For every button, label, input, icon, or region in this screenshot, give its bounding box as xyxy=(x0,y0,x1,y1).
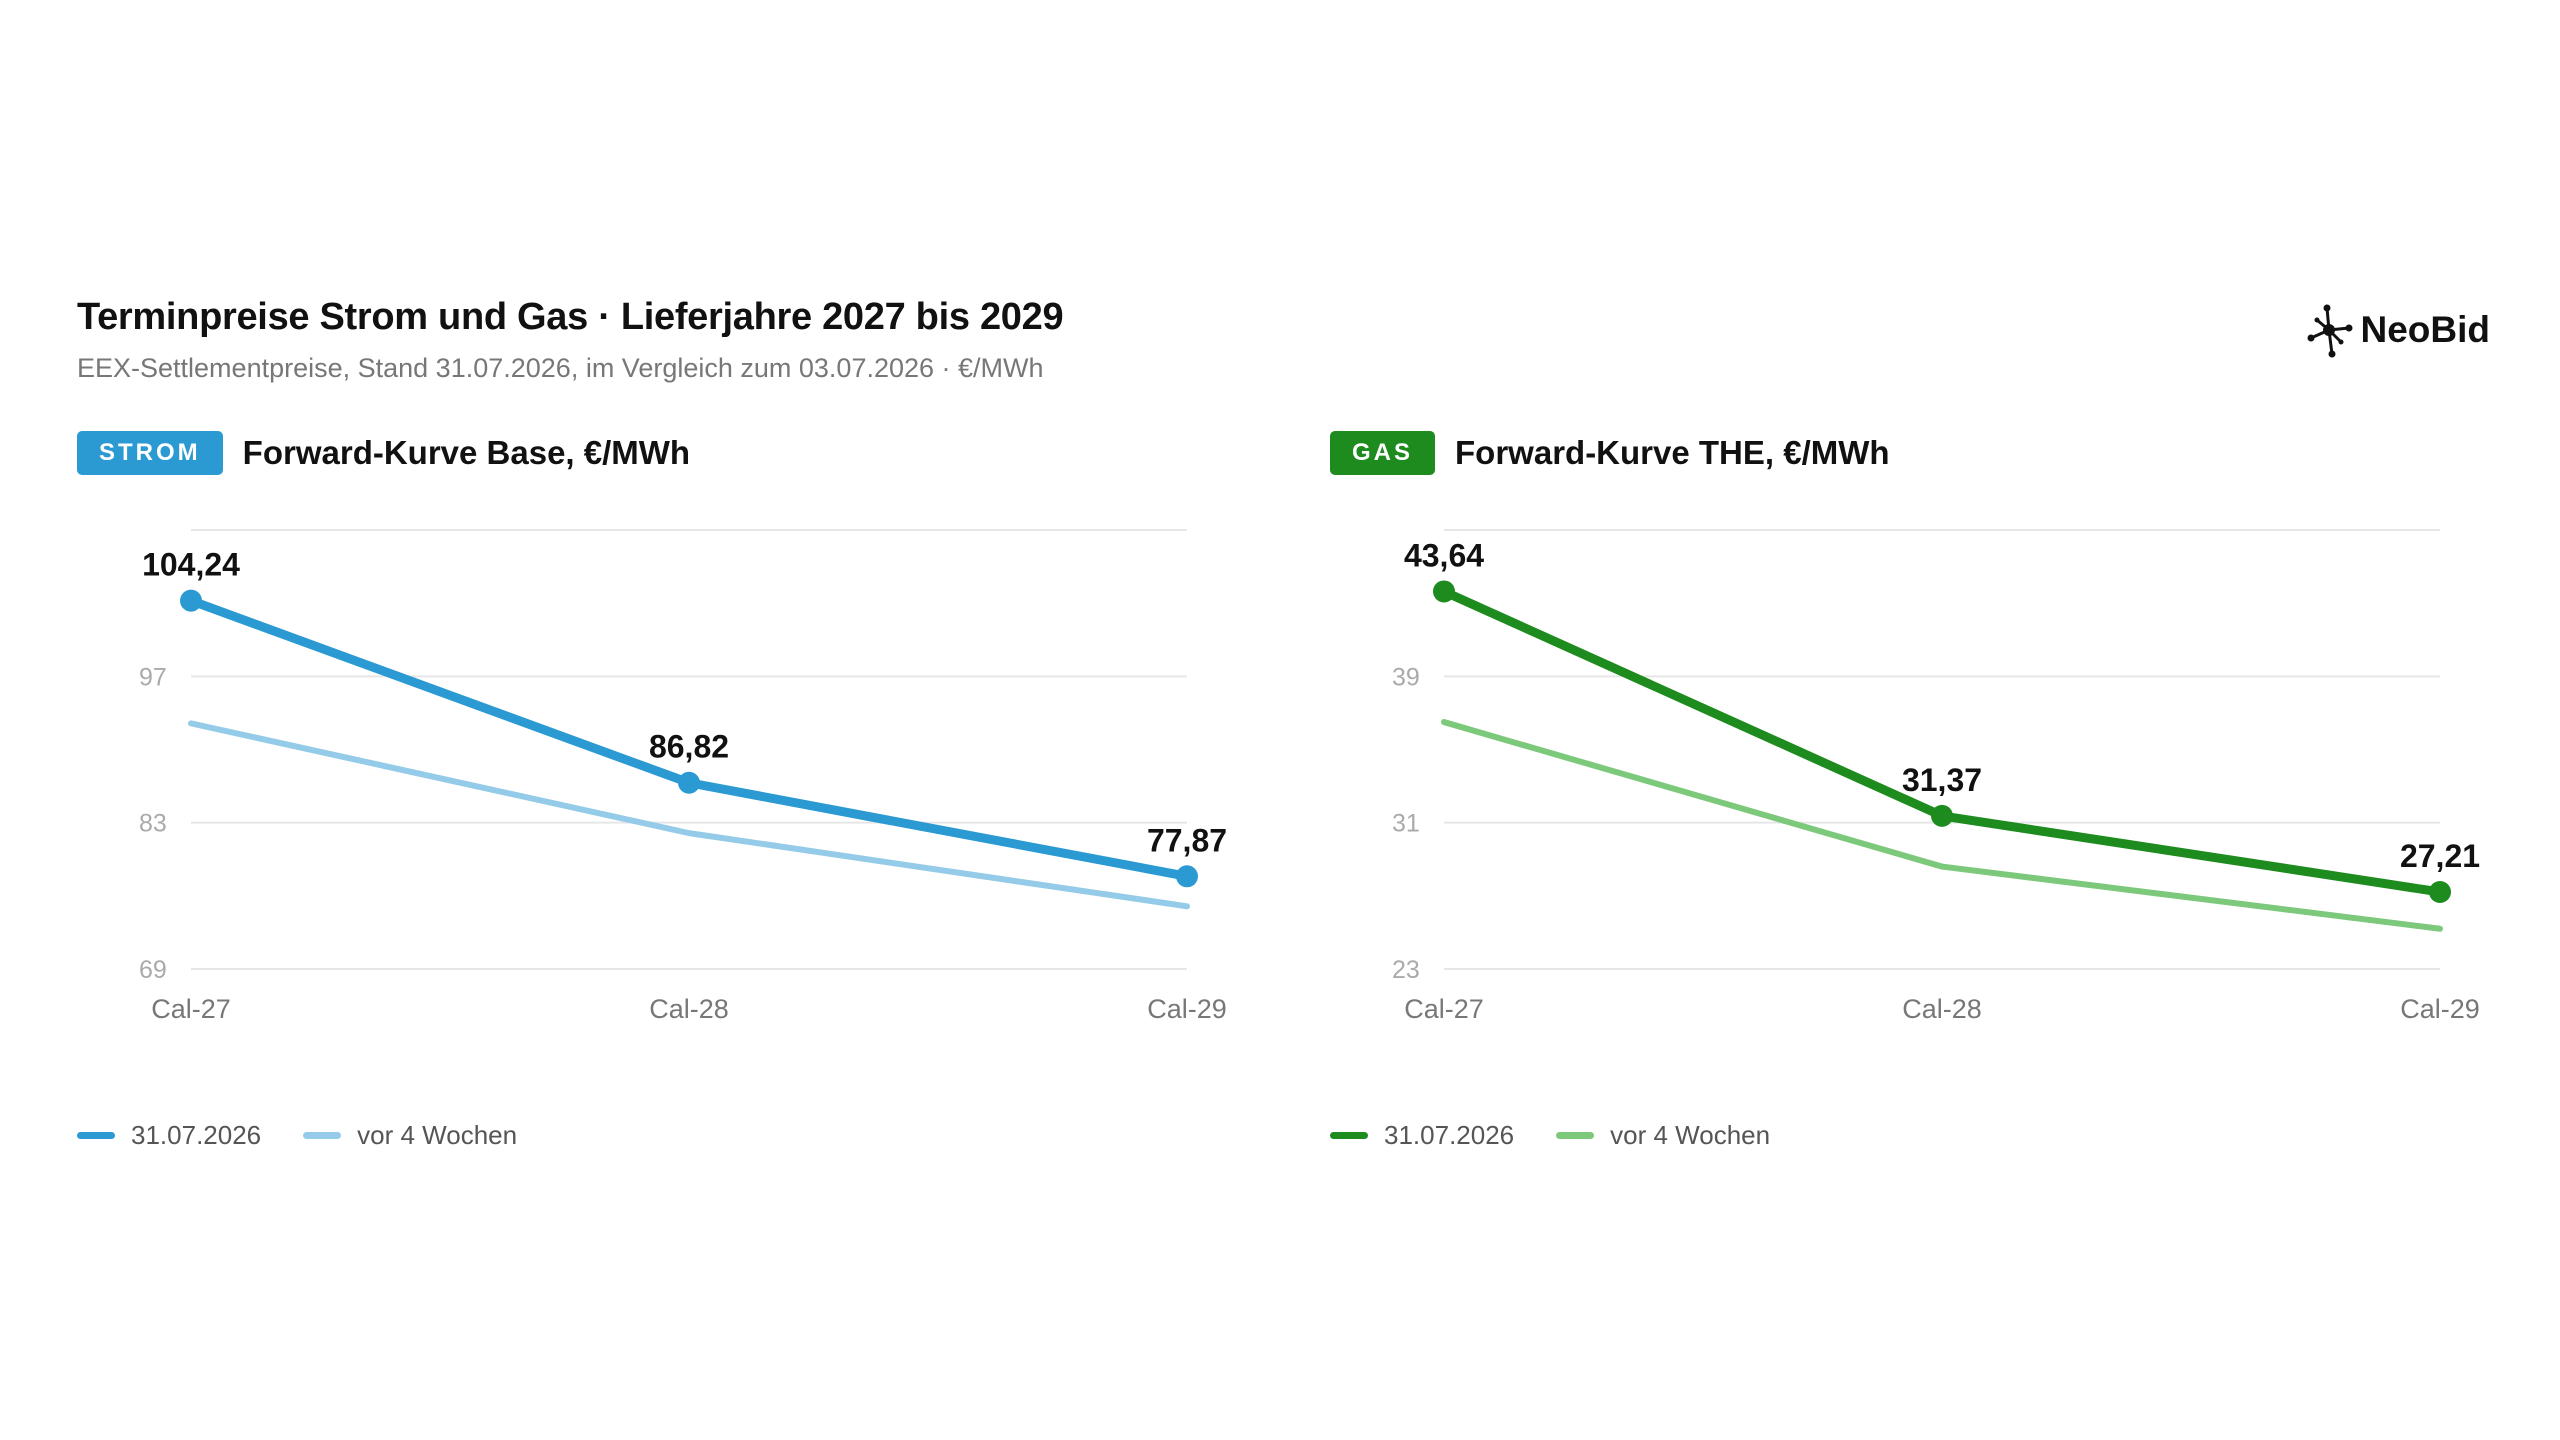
data-point xyxy=(1176,865,1198,888)
legend-label: vor 4 Wochen xyxy=(1610,1120,1771,1150)
x-tick-label: Cal-27 xyxy=(1404,994,1484,1024)
y-tick-label: 39 xyxy=(1392,663,1420,691)
gas-chart-title: Forward-Kurve THE, €/MWh xyxy=(1455,434,1890,471)
strom-tag: STROM xyxy=(77,431,223,475)
data-point xyxy=(2429,880,2451,903)
legend-item: 31.07.2026 xyxy=(1330,1120,1514,1151)
data-label: 27,21 xyxy=(2400,838,2480,874)
gas-panel: GAS Forward-Kurve THE, €/MWh 23 31 39 Cal-2… xyxy=(1330,430,2510,1190)
legend-item: 31.07.2026 xyxy=(77,1120,261,1151)
series-line-current xyxy=(1439,586,2445,897)
legend-label: 31.07.2026 xyxy=(131,1120,262,1150)
logo-text: NeoBid xyxy=(2360,309,2491,350)
strom-legend: 31.07.2026 vor 4 Wochen xyxy=(77,1120,559,1151)
strom-chart: 69 83 97 Cal-27 Cal-28 Cal-29 104,24 86,82 77,87 xyxy=(139,529,1227,1024)
legend-swatch xyxy=(1556,1132,1595,1139)
gas-chart: 23 31 39 Cal-27 Cal-28 Cal-29 43,64 31,37 27,21 xyxy=(1392,529,2480,1024)
network-icon xyxy=(2307,304,2352,358)
gas-legend: 31.07.2026 vor 4 Wochen xyxy=(1330,1120,1812,1151)
legend-swatch xyxy=(303,1132,342,1139)
series-line-previous xyxy=(188,720,1190,910)
logo: NeoBid xyxy=(2305,302,2491,358)
legend-item: vor 4 Wochen xyxy=(1556,1120,1770,1151)
legend-swatch xyxy=(77,1132,115,1139)
data-point xyxy=(1433,580,1455,603)
y-tick-label: 69 xyxy=(139,956,167,984)
data-point xyxy=(1931,804,1953,827)
legend-item: vor 4 Wochen xyxy=(303,1120,517,1151)
legend-label: 31.07.2026 xyxy=(1384,1120,1515,1150)
strom-chart-title: Forward-Kurve Base, €/MWh xyxy=(242,434,691,471)
y-tick-label: 83 xyxy=(139,810,167,838)
legend-label: vor 4 Wochen xyxy=(357,1120,518,1150)
x-tick-label: Cal-28 xyxy=(649,994,729,1024)
page-title: Terminpreise Strom und Gas · Lieferjahre… xyxy=(77,296,1064,338)
series-line-previous xyxy=(1441,719,2443,932)
header: Terminpreise Strom und Gas · Lieferjahre… xyxy=(77,296,1064,384)
x-tick-label: Cal-28 xyxy=(1902,994,1982,1024)
data-label: 86,82 xyxy=(649,729,729,765)
y-tick-label: 23 xyxy=(1392,956,1420,984)
data-label: 31,37 xyxy=(1902,762,1982,798)
data-label: 43,64 xyxy=(1404,537,1484,573)
x-tick-label: Cal-29 xyxy=(1147,994,1227,1024)
strom-panel: STROM Forward-Kurve Base, €/MWh 69 83 97 Ca… xyxy=(77,430,1257,1190)
x-tick-label: Cal-27 xyxy=(151,994,231,1024)
gas-tag: GAS xyxy=(1330,431,1436,475)
y-tick-label: 97 xyxy=(139,663,167,691)
data-point xyxy=(180,589,202,612)
legend-swatch xyxy=(1330,1132,1368,1139)
data-label: 104,24 xyxy=(142,547,240,583)
x-tick-label: Cal-29 xyxy=(2400,994,2480,1024)
data-label: 77,87 xyxy=(1147,822,1227,858)
y-tick-label: 31 xyxy=(1392,810,1420,838)
page-subtitle: EEX-Settlementpreise, Stand 31.07.2026, … xyxy=(77,353,1044,383)
data-point xyxy=(678,771,700,794)
